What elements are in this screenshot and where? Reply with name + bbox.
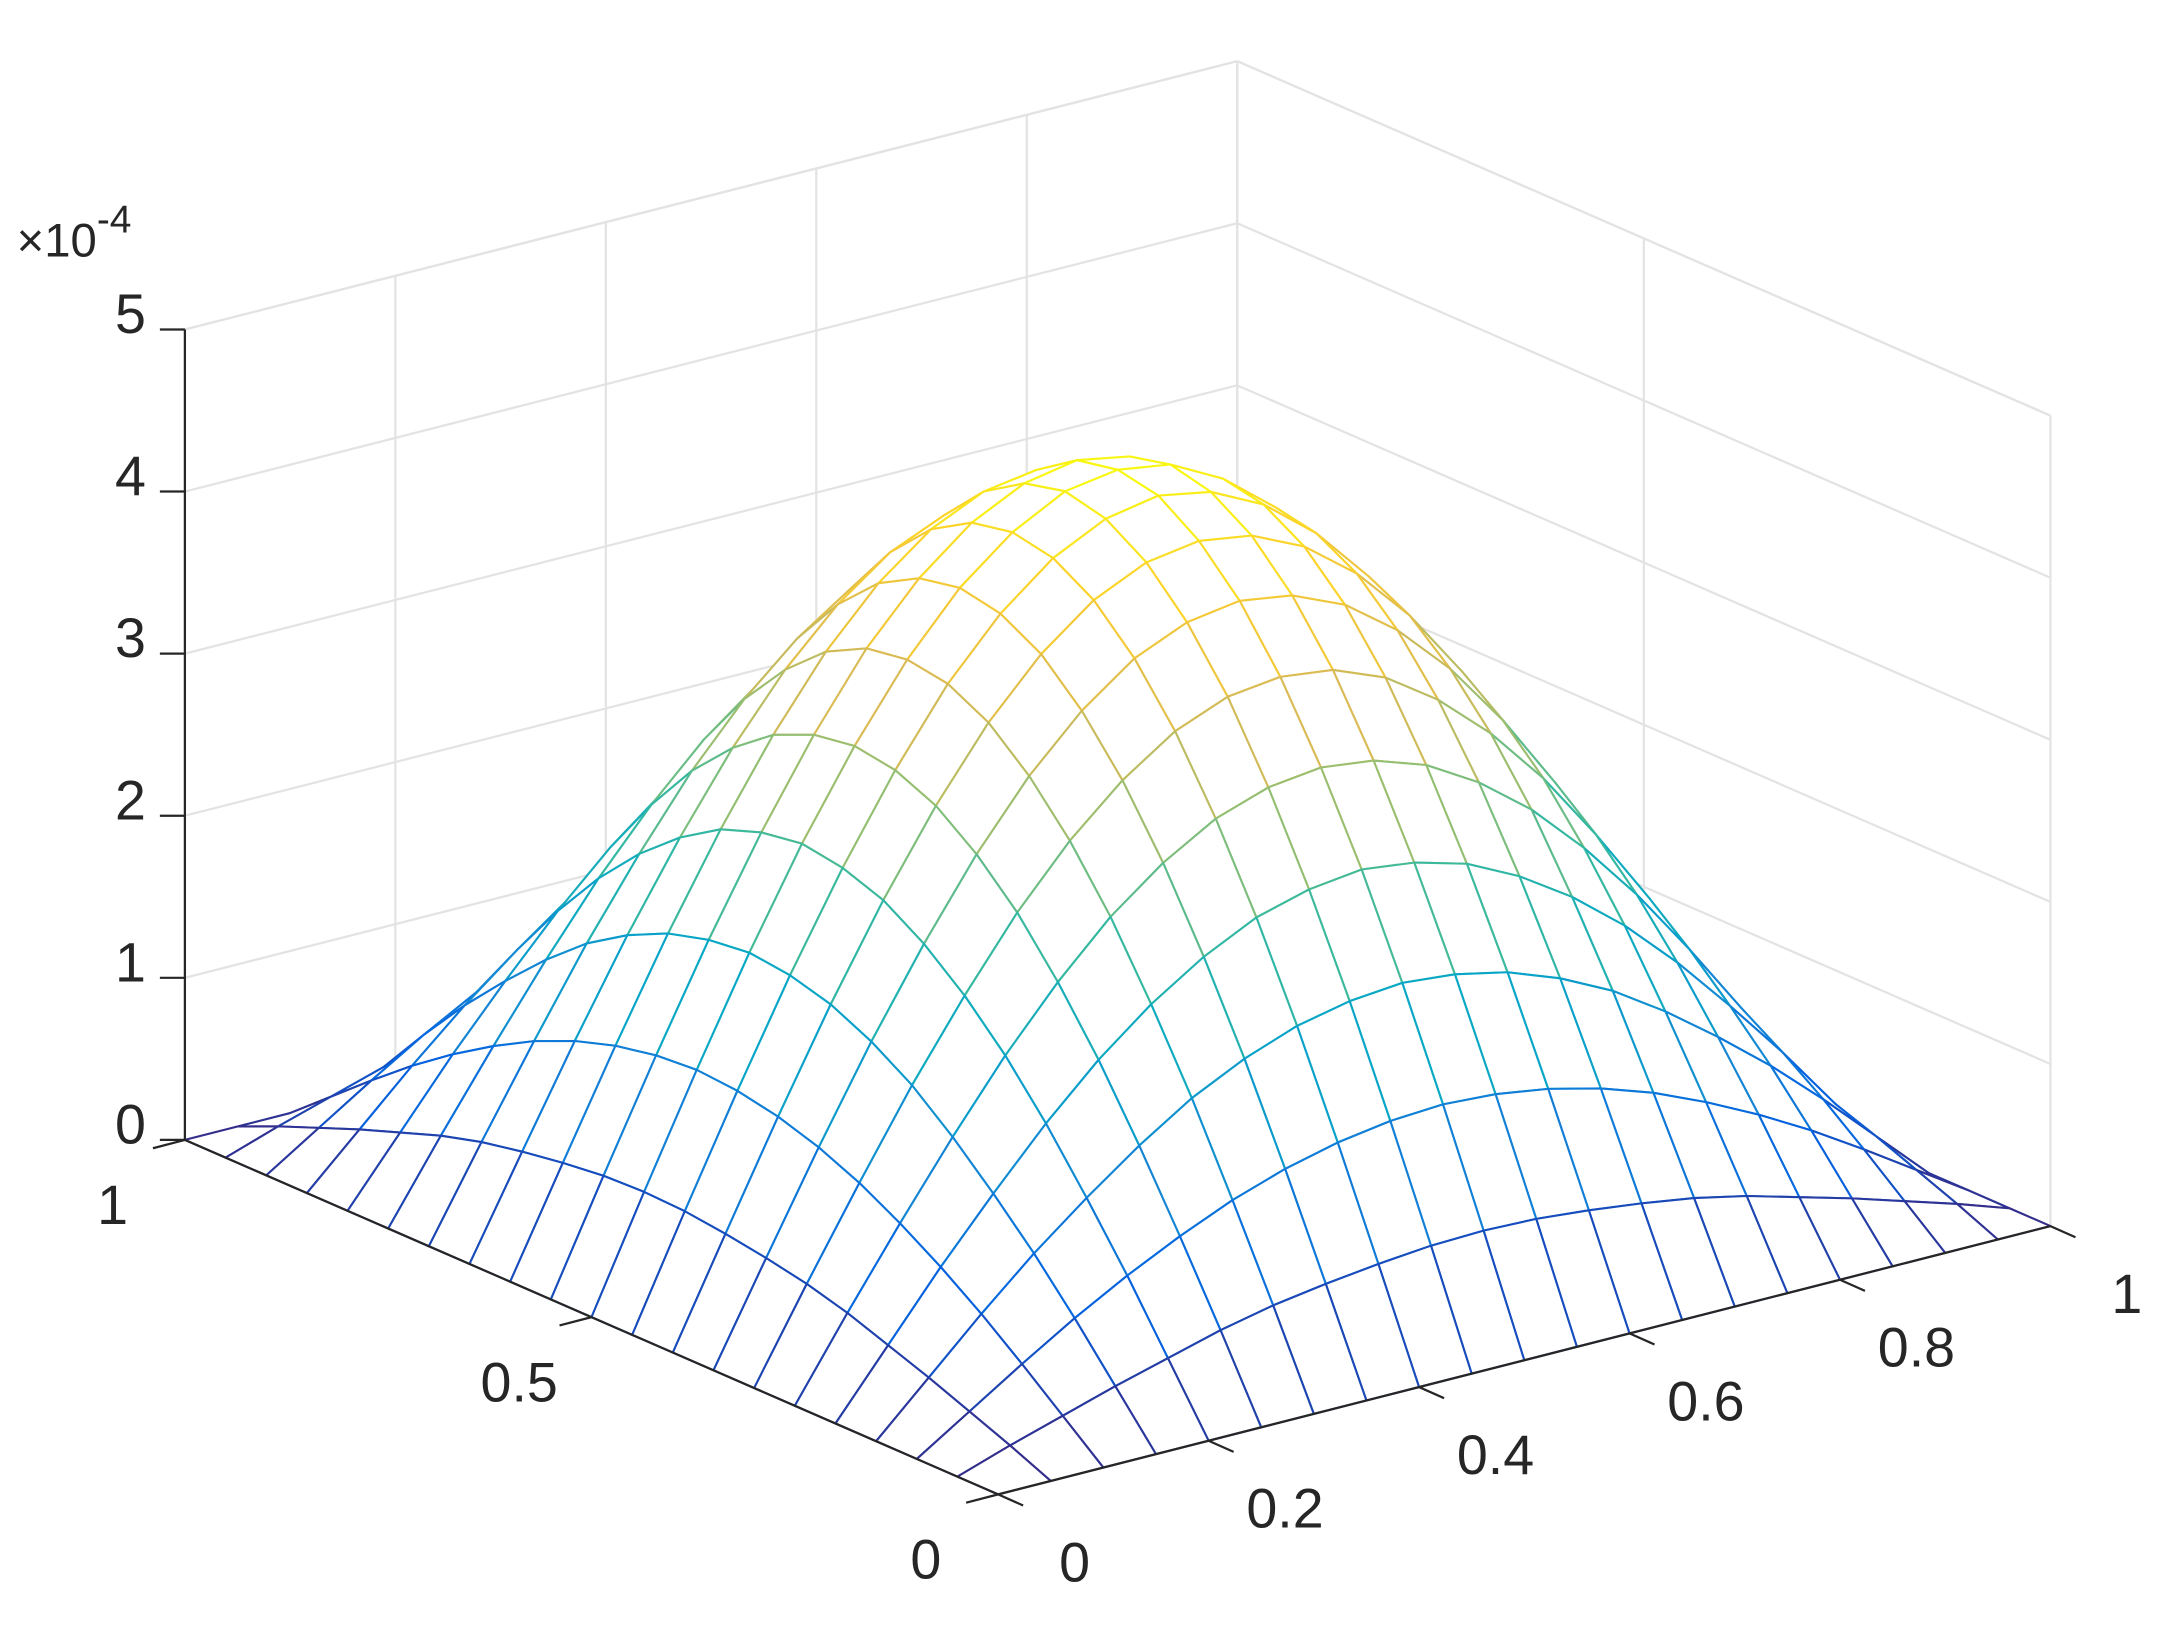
x-tick-label: 1 xyxy=(2111,1263,2142,1325)
x-tick-label: 0.2 xyxy=(1246,1478,1323,1540)
box-edge xyxy=(184,60,1238,331)
z-tick-label: 1 xyxy=(115,931,146,993)
grid-line xyxy=(184,384,1238,655)
y-axis-line xyxy=(184,1138,999,1496)
z-tick-label: 2 xyxy=(115,769,146,831)
x-tick xyxy=(1629,1332,1655,1346)
x-tick-label: 0 xyxy=(1059,1531,1090,1593)
grid-line xyxy=(184,222,1238,493)
y-tick-label: 0 xyxy=(910,1529,941,1591)
y-tick-label: 1 xyxy=(97,1174,128,1236)
z-tick-label: 5 xyxy=(115,283,146,345)
x-tick xyxy=(997,1493,1024,1507)
x-tick xyxy=(2049,1225,2076,1239)
y-tick xyxy=(965,1493,999,1504)
y-tick xyxy=(152,1138,186,1150)
z-tick-label: 0 xyxy=(115,1093,146,1155)
z-tick-label: 4 xyxy=(115,445,146,507)
x-axis-line xyxy=(997,1225,2051,1496)
box-edge xyxy=(1236,60,2051,417)
z-exponent-label: ×10-4 xyxy=(17,199,132,268)
y-tick-label: 0.5 xyxy=(481,1351,558,1413)
x-tick xyxy=(1418,1386,1445,1400)
y-tick xyxy=(559,1316,592,1327)
z-tick-label: 3 xyxy=(115,607,146,669)
x-tick-label: 0.8 xyxy=(1878,1317,1955,1379)
x-tick-label: 0.4 xyxy=(1457,1424,1534,1486)
x-tick xyxy=(1839,1278,1866,1292)
exponent-power: -4 xyxy=(97,199,132,242)
exponent-base: ×10 xyxy=(17,215,97,268)
x-tick xyxy=(1208,1439,1235,1453)
x-tick-label: 0.6 xyxy=(1667,1370,1744,1432)
